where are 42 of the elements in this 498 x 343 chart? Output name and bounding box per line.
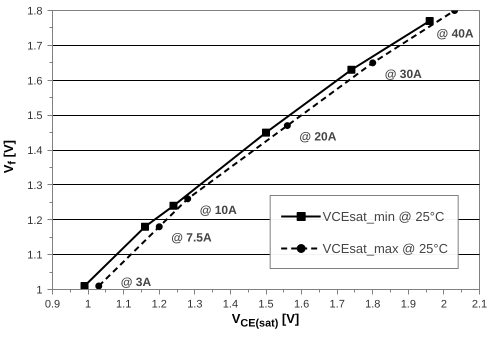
point — [262, 128, 270, 137]
y-tick-label: 1.7 — [27, 40, 43, 52]
legend-label: VCEsat_max @ 25°C — [322, 240, 448, 256]
y-tick-label: 1.5 — [27, 110, 43, 122]
point — [184, 195, 192, 202]
point — [169, 202, 178, 210]
point — [369, 59, 376, 66]
x-tick-label: 1.1 — [116, 298, 132, 310]
point — [80, 282, 89, 290]
x-tick-label: 1.7 — [330, 298, 345, 310]
point — [95, 282, 102, 290]
x-tick-label: 2 — [440, 298, 447, 310]
y-tick-label: 1.6 — [27, 75, 43, 88]
x-tick-label: 1.8 — [365, 298, 380, 310]
annotation: @ 40A — [436, 26, 474, 40]
x-tick-label: 0.9 — [44, 298, 60, 310]
y-tick-label: 1.2 — [27, 214, 43, 227]
x-tick-label: 1.2 — [152, 298, 167, 310]
x-tick-label: 2.1 — [472, 298, 488, 310]
annotation: @ 10A — [200, 202, 238, 217]
annotation: @ 7.5A — [171, 230, 212, 245]
y-tick-label: 1.4 — [27, 145, 43, 157]
x-tick-label: 1 — [85, 298, 92, 310]
point — [284, 122, 291, 130]
annotation: @ 20A — [299, 130, 337, 144]
point — [156, 223, 163, 230]
y-tick-label: 1 — [36, 284, 43, 296]
x-tick-label: 1.5 — [258, 298, 274, 310]
point — [426, 16, 434, 25]
x-tick-label: 1.6 — [294, 298, 310, 310]
y-tick-label: 1.3 — [27, 180, 43, 192]
point — [141, 222, 150, 231]
annotation: @ 30A — [384, 66, 422, 81]
x-axis-title: V$_{CE(sat)}$ [V] — [230, 310, 300, 332]
annotation: @ 3A — [120, 275, 152, 290]
y-tick-label: 1.8 — [27, 6, 43, 18]
x-tick-label: 1.4 — [222, 298, 238, 310]
point — [347, 66, 356, 74]
y-tick-label: 1.1 — [27, 250, 43, 262]
x-tick-label: 1.9 — [400, 298, 416, 310]
legend-label: VCEsat_min @ 25°C — [322, 208, 444, 224]
x-tick-label: 1.3 — [187, 298, 202, 310]
